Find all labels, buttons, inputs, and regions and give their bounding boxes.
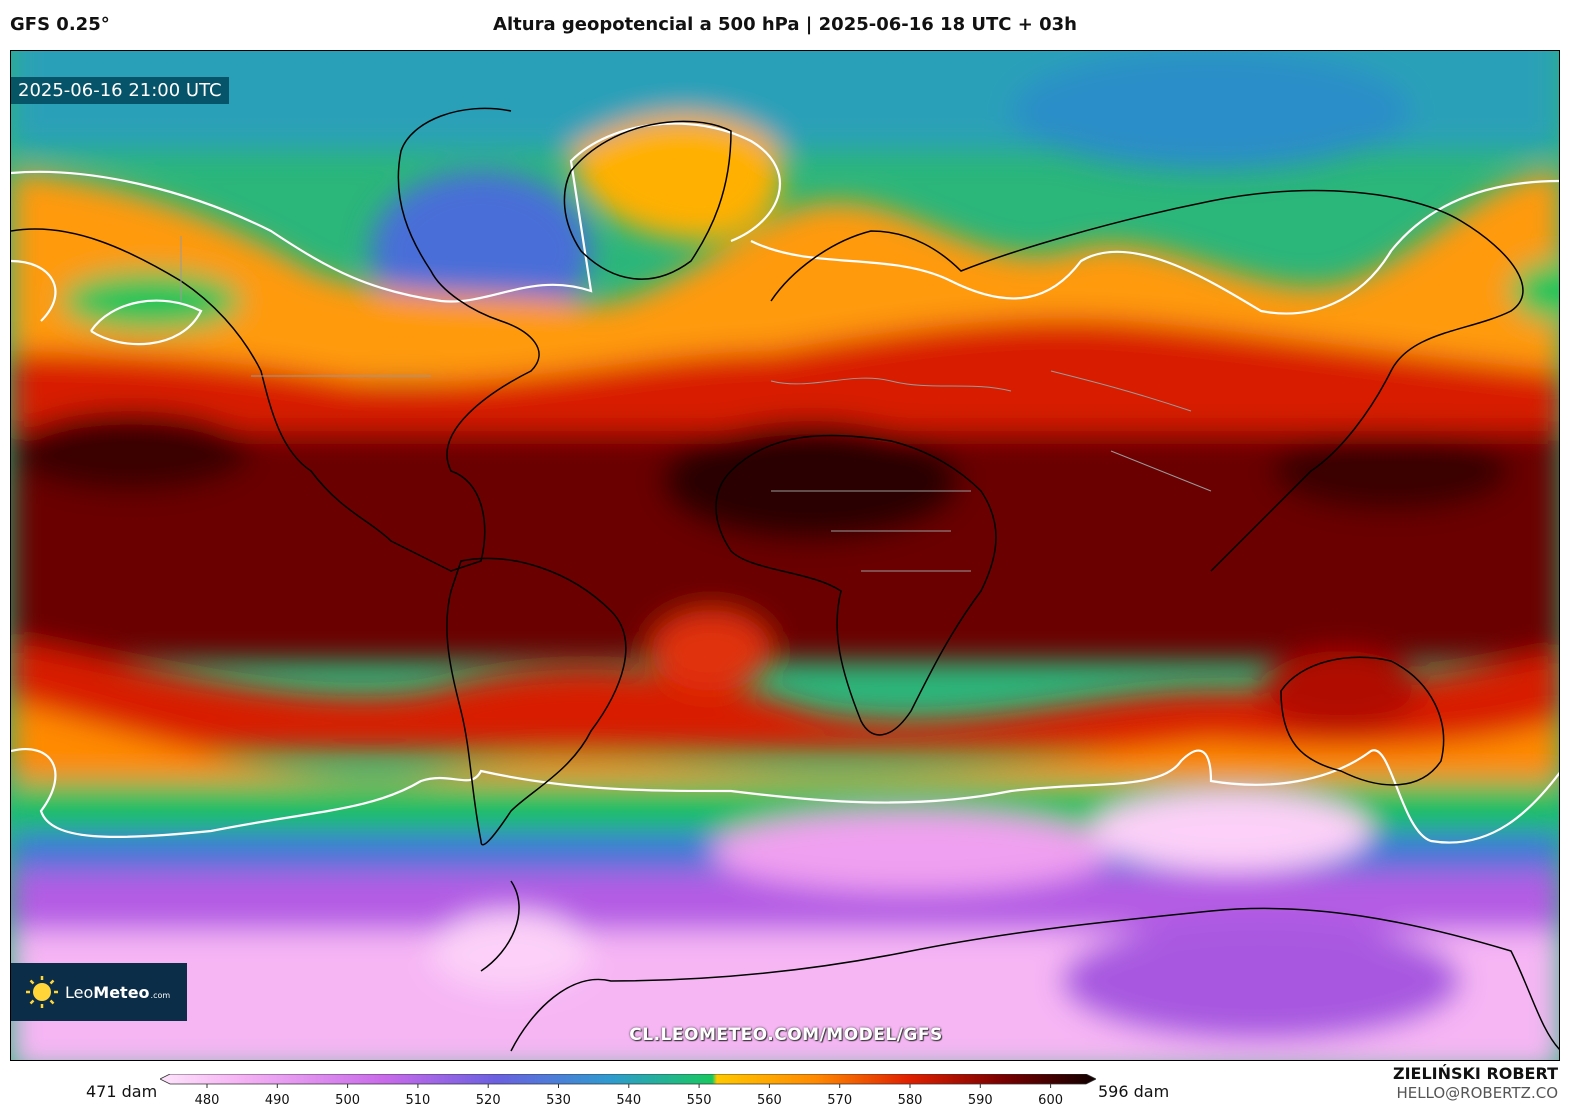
field-bands	[11, 51, 1559, 1060]
model-label: GFS 0.25°	[10, 14, 110, 35]
leometeo-logo[interactable]: LeoMeteo.com	[11, 963, 187, 1021]
geopotential-field-map[interactable]	[11, 51, 1560, 1061]
valid-time-label: 2025-06-16 21:00 UTC	[11, 77, 229, 104]
colorbar-tick-label: 600	[1038, 1093, 1063, 1108]
author-name: ZIELIŃSKI ROBERT	[1392, 1064, 1558, 1083]
colorbar-gradient	[160, 1074, 1096, 1085]
colorbar: 480 490 500 510 520 530 540 550 560 570 580 590 600	[160, 1074, 1096, 1108]
colorbar-tick-label: 550	[687, 1093, 712, 1108]
coastlines	[11, 107, 1559, 1052]
colorbar-tick-label: 560	[757, 1093, 782, 1108]
colorbar-tick-label: 540	[616, 1093, 641, 1108]
colorbar-tick-label: 530	[546, 1093, 571, 1108]
contour-552	[11, 122, 1559, 844]
sun-icon	[26, 976, 58, 1008]
map-title: Altura geopotencial a 500 hPa | 2025-06-…	[493, 14, 1077, 35]
header: GFS 0.25° Altura geopotencial a 500 hPa …	[0, 0, 1570, 50]
colorbar-max-label: 596 dam	[1098, 1082, 1170, 1101]
colorbar-min-label: 471 dam	[86, 1082, 158, 1101]
colorbar-tick-label: 490	[265, 1093, 290, 1108]
source-url-watermark[interactable]: CL.LEOMETEO.COM/MODEL/GFS	[629, 1025, 943, 1045]
colorbar-tick-label: 570	[827, 1093, 852, 1108]
colorbar-tick-label: 510	[405, 1093, 430, 1108]
colorbar-tick-label: 520	[476, 1093, 501, 1108]
colorbar-tick-label: 500	[335, 1093, 360, 1108]
country-borders	[180, 236, 1212, 572]
colorbar-ticks: 480 490 500 510 520 530 540 550 560 570 580 590 600	[195, 1084, 1063, 1108]
colorbar-tick-label: 480	[195, 1093, 220, 1108]
colorbar-tick-label: 580	[898, 1093, 923, 1108]
map-panel[interactable]: 2025-06-16 21:00 UTC LeoMeteo.com CL.LEO…	[10, 50, 1560, 1061]
author-contact[interactable]: HELLO@ROBERTZ.CO	[1396, 1084, 1558, 1102]
logo-text: LeoMeteo.com	[65, 982, 171, 1002]
colorbar-tick-label: 590	[968, 1093, 993, 1108]
footer: 471 dam 480 490 500 510 520 530 540 550 560 570 58…	[0, 1062, 1570, 1113]
